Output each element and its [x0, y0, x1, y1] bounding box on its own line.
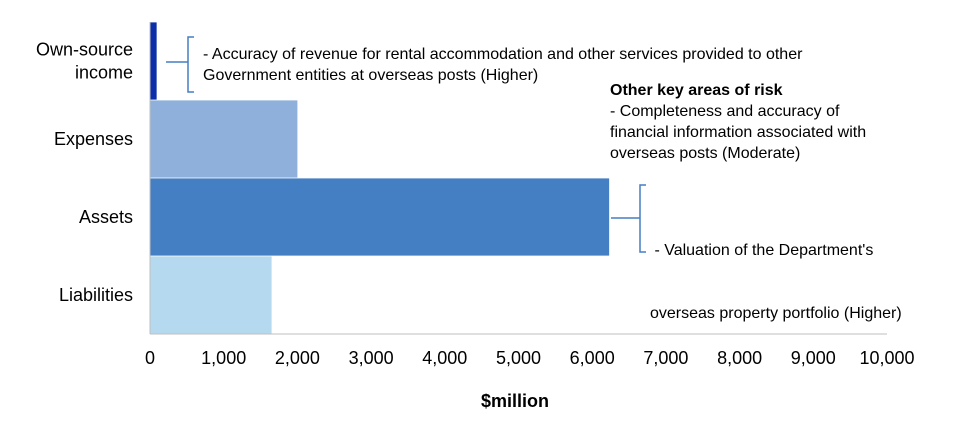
x-tick-label: 5,000: [496, 348, 541, 368]
x-tick-label: 3,000: [349, 348, 394, 368]
bar-liabilities: [150, 256, 272, 334]
annotation-bracket-assets: [639, 184, 646, 253]
x-tick-label: 9,000: [791, 348, 836, 368]
category-label-own-source-income-line-1: Own-source: [36, 40, 133, 60]
other-risks-block: Other key areas of risk - Completeness a…: [610, 80, 866, 164]
bar-assets: [150, 178, 610, 256]
x-tick-label: 7,000: [643, 348, 688, 368]
category-label-liabilities: Liabilities: [59, 285, 133, 305]
x-tick-label: 2,000: [275, 348, 320, 368]
annotation-own-source-income: - Accuracy of revenue for rental accommo…: [203, 44, 802, 86]
annotation-bracket-own-source: [187, 36, 194, 93]
x-tick-label: 0: [145, 348, 155, 368]
x-tick-label: 1,000: [201, 348, 246, 368]
bar-expenses: [150, 100, 298, 178]
x-tick-label: 6,000: [570, 348, 615, 368]
bar-own-source-income: [150, 22, 157, 100]
annotation-assets-line-2: overseas property portfolio (Higher): [650, 305, 902, 322]
x-tick-label: 10,000: [859, 348, 914, 368]
annotation-assets: - Valuation of the Department's overseas…: [650, 198, 902, 345]
other-risks-line-3: overseas posts (Moderate): [610, 145, 801, 162]
x-tick-label: 8,000: [717, 348, 762, 368]
category-label-assets: Assets: [79, 207, 133, 227]
x-tick-label: 4,000: [422, 348, 467, 368]
category-label-expenses: Expenses: [54, 129, 133, 149]
other-risks-line-1: - Completeness and accuracy of: [610, 103, 840, 120]
category-label-own-source-income-line-2: income: [75, 63, 133, 83]
annotation-assets-line-1: - Valuation of the Department's: [650, 242, 874, 259]
other-risks-heading: Other key areas of risk: [610, 82, 783, 99]
annotation-own-source-line-2: Government entities at overseas posts (H…: [203, 67, 539, 84]
x-axis-title: $million: [481, 391, 549, 411]
other-risks-line-2: financial information associated with: [610, 124, 867, 141]
annotation-own-source-line-1: - Accuracy of revenue for rental accommo…: [203, 46, 803, 63]
